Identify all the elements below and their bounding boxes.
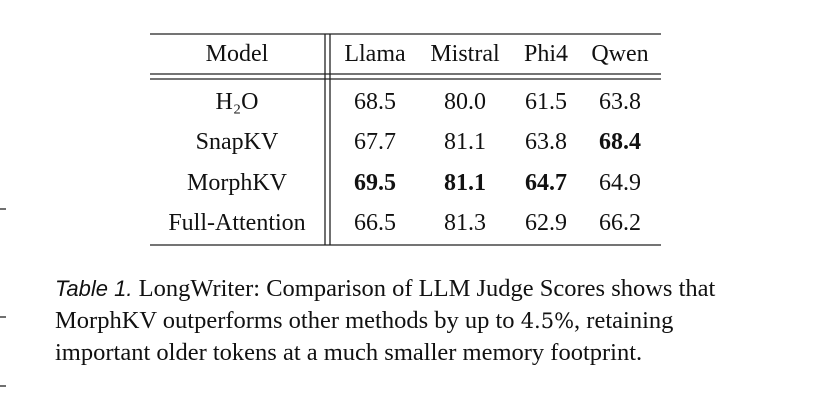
header-cell: Model bbox=[205, 41, 269, 67]
caption-text: , retaining important older tokens at a … bbox=[55, 307, 674, 366]
row-label: MorphKV bbox=[187, 170, 287, 196]
header-cell: Mistral bbox=[430, 41, 500, 67]
table-cell: 80.0 bbox=[444, 89, 486, 115]
table-cell: 64.7 bbox=[525, 170, 567, 196]
row-label: H₂O bbox=[215, 89, 259, 115]
caption-number: 4.5% bbox=[520, 309, 575, 333]
table-cell: 81.1 bbox=[444, 129, 486, 155]
table-cell: 68.4 bbox=[599, 129, 641, 155]
table-cell: 81.1 bbox=[444, 170, 486, 196]
table-cell: 81.3 bbox=[444, 210, 486, 236]
caption: Table 1. LongWriter: Comparison of LLM J… bbox=[55, 273, 767, 369]
table-cell: 63.8 bbox=[525, 129, 567, 155]
table-cell: 67.7 bbox=[354, 129, 396, 155]
caption-text: LongWriter: Comparison of LLM Judge Scor… bbox=[55, 275, 716, 334]
table-cell: 66.5 bbox=[354, 210, 396, 236]
table-cell: 69.5 bbox=[354, 170, 396, 196]
header-cell: Phi4 bbox=[523, 41, 569, 67]
table-cell: 68.5 bbox=[354, 89, 396, 115]
table-cell: 63.8 bbox=[599, 89, 641, 115]
caption-label: Table 1. bbox=[55, 276, 133, 301]
header-cell: Llama bbox=[344, 41, 406, 67]
header-cell: Qwen bbox=[591, 41, 649, 67]
row-label: SnapKV bbox=[195, 129, 279, 155]
table-cell: 62.9 bbox=[525, 210, 567, 236]
table-cell: 61.5 bbox=[525, 89, 567, 115]
row-label: Full-Attention bbox=[168, 210, 306, 236]
table-cell: 64.9 bbox=[599, 170, 641, 196]
table-cell: 66.2 bbox=[599, 210, 641, 236]
